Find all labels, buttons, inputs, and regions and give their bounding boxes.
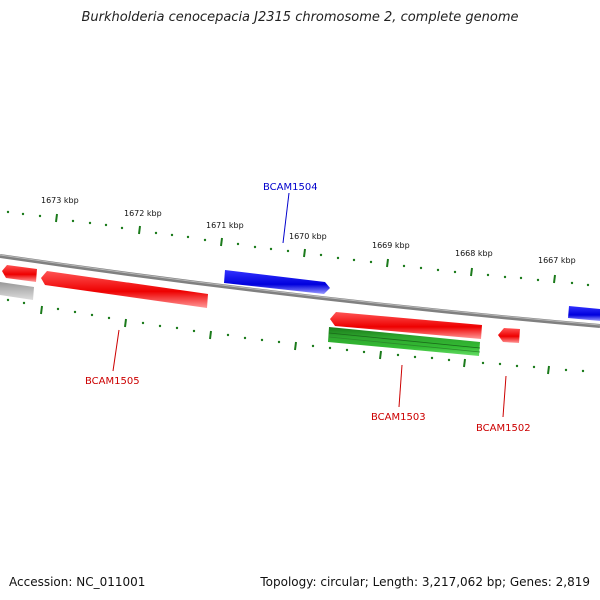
tick-label-1673: 1673 kbp xyxy=(41,196,79,205)
tick-label-1669: 1669 kbp xyxy=(372,241,410,250)
gray-feature-partial[interactable] xyxy=(0,282,34,300)
gene-label-bcam1504[interactable]: BCAM1504 xyxy=(263,182,318,193)
tick-label-1667: 1667 kbp xyxy=(538,256,576,265)
tick-label-1671: 1671 kbp xyxy=(206,221,244,230)
leader-line-bcam1505 xyxy=(112,329,120,372)
gene-partial-reverse-left[interactable] xyxy=(2,265,37,282)
gene-label-bcam1503[interactable]: BCAM1503 xyxy=(371,412,426,423)
gene-label-bcam1505[interactable]: BCAM1505 xyxy=(85,376,140,387)
tick-label-1668: 1668 kbp xyxy=(455,249,493,258)
leader-line-bcam1502 xyxy=(502,375,507,418)
tick-label-1672: 1672 kbp xyxy=(124,209,162,218)
gene-bcam1503-arrow[interactable] xyxy=(330,312,482,339)
gene-bcam1504-arrow[interactable] xyxy=(224,270,330,294)
inner-major-ticks xyxy=(40,305,550,375)
leader-line-bcam1503 xyxy=(398,364,403,408)
page-title: Burkholderia cenocepacia J2315 chromosom… xyxy=(81,10,519,25)
gene-partial-forward-right[interactable] xyxy=(568,306,600,321)
green-feature-bar[interactable] xyxy=(328,327,480,356)
outer-tick-row xyxy=(6,210,590,287)
leader-line-bcam1504 xyxy=(282,192,290,244)
gene-bcam1505-arrow[interactable] xyxy=(41,271,208,308)
accession-label: Accession: NC_011001 xyxy=(9,575,146,589)
tick-label-1670: 1670 kbp xyxy=(289,232,327,241)
gene-bcam1502-arrow[interactable] xyxy=(498,328,520,343)
genome-backbone xyxy=(0,254,600,328)
gene-label-bcam1502[interactable]: BCAM1502 xyxy=(476,423,531,434)
inner-tick-row xyxy=(6,298,585,373)
outer-major-ticks xyxy=(55,213,556,284)
topology-label: Topology: circular; Length: 3,217,062 bp… xyxy=(260,575,590,589)
